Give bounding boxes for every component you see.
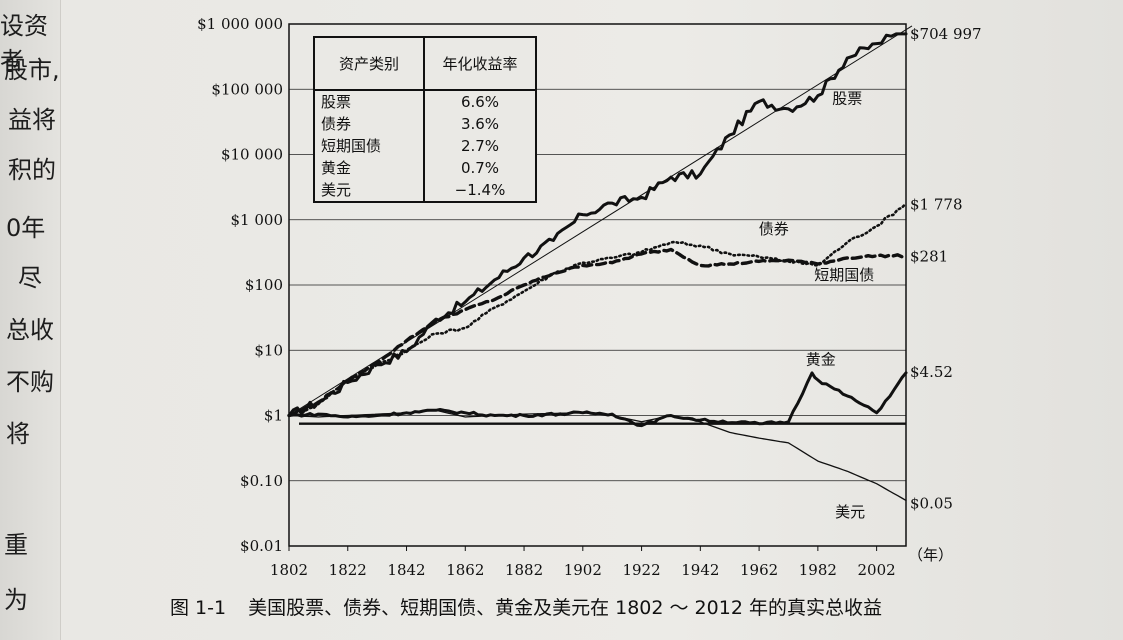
series-end-label: $281 — [910, 248, 948, 266]
edge-text-3: 益将 — [8, 106, 56, 134]
x-tick-label: 1802 — [270, 561, 308, 579]
figure-caption-text: 美国股票、债券、短期国债、黄金及美元在 1802 ～ 2012 年的真实总收益 — [248, 597, 882, 619]
y-tick-labels: $1 000 000 $100 000 $10 000 $1 000 $100 $10 $1… — [197, 15, 283, 555]
y-tick-label: $1 000 000 — [197, 15, 283, 33]
series-name-label: 债券 — [759, 220, 789, 238]
series-line-2 — [287, 247, 908, 418]
edge-text-6: 尽 — [18, 264, 42, 292]
table-cell-asset: 短期国债 — [314, 135, 425, 157]
series-line-0 — [287, 32, 908, 417]
table-row: 美元 −1.4% — [314, 179, 536, 202]
table-header-rate: 年化收益率 — [424, 37, 536, 91]
adjacent-page-edge: 设资者 股市, 益将 积的 0年 尽 总收 不购 将 重 为 — [0, 0, 61, 640]
y-tick-label: $10 000 — [221, 146, 283, 164]
series-end-label: $704 997 — [910, 25, 982, 43]
table-cell-asset: 债券 — [314, 113, 425, 135]
figure-number: 图 1-1 — [170, 597, 227, 619]
table-cell-rate: 3.6% — [460, 115, 500, 133]
edge-text-8: 不购 — [6, 368, 54, 396]
series-name-label: 黄金 — [806, 351, 836, 369]
x-tick-label: 1982 — [799, 561, 837, 579]
y-tick-label: $1 — [264, 407, 283, 425]
table-header-asset: 资产类别 — [314, 37, 425, 91]
y-tick-label: $0.01 — [240, 537, 283, 555]
x-tick-label: 1842 — [387, 561, 425, 579]
series-name-label: 短期国债 — [814, 266, 874, 284]
edge-text-1: 设资者 — [0, 12, 48, 75]
y-tick-label: $100 000 — [211, 80, 283, 98]
y-tick-label: $0.10 — [240, 472, 283, 490]
annual-return-table: 资产类别 年化收益率 股票 6.6% 债券 3.6% 短期国债 2.7% 黄金 … — [313, 36, 537, 203]
y-tick-label: $100 — [245, 276, 283, 294]
x-tick-labels: 1802 1822 1842 1862 1882 1902 1922 1942 1962 1982… — [270, 546, 953, 579]
edge-text-7: 总收 — [6, 316, 54, 344]
table-row: 短期国债 2.7% — [314, 135, 536, 157]
y-tick-label: $10 — [254, 341, 283, 359]
table-cell-rate: 6.6% — [460, 93, 500, 111]
x-tick-label: 1862 — [446, 561, 484, 579]
edge-text-9: 将 — [6, 420, 30, 448]
edge-text-11: 为 — [4, 586, 28, 614]
table-cell-asset: 美元 — [314, 179, 425, 202]
plot-frame — [288, 23, 907, 547]
table-row: 债券 3.6% — [314, 113, 536, 135]
series-layer — [287, 32, 908, 502]
series-end-labels: $704 997 $1 778 $281 $4.52 $0.05 — [910, 25, 982, 512]
series-name-label: 美元 — [835, 503, 865, 521]
edge-text-10: 重 — [4, 531, 28, 559]
x-tick-label: 1922 — [622, 561, 660, 579]
table-cell-rate: 2.7% — [460, 137, 500, 155]
edge-text-5: 0年 — [6, 214, 46, 242]
series-end-label: $4.52 — [910, 363, 953, 381]
table-row: 股票 6.6% — [314, 90, 536, 113]
series-line-4 — [288, 409, 907, 502]
table-cell-asset: 黄金 — [314, 157, 425, 179]
x-tick-label: 2002 — [858, 561, 896, 579]
x-tick-label: 1942 — [681, 561, 719, 579]
edge-text-4: 积的 — [8, 156, 56, 184]
series-name-label: 股票 — [832, 90, 862, 108]
table-row: 黄金 0.7% — [314, 157, 536, 179]
y-tick-label: $1 000 — [231, 211, 284, 229]
x-tick-label: 1902 — [564, 561, 602, 579]
series-line-1 — [287, 202, 908, 417]
table-cell-asset: 股票 — [314, 90, 425, 113]
figure-caption: 图 1-1 美国股票、债券、短期国债、黄金及美元在 1802 ～ 2012 年的真… — [170, 593, 882, 620]
edge-text-2: 股市, — [4, 56, 60, 84]
x-tick-label: 1822 — [329, 561, 367, 579]
x-unit-label: （年） — [908, 546, 953, 564]
x-tick-label: 1882 — [505, 561, 543, 579]
x-tick-label: 1962 — [740, 561, 778, 579]
series-end-label: $0.05 — [910, 494, 953, 512]
table-cell-rate: 0.7% — [460, 159, 500, 177]
series-end-label: $1 778 — [910, 195, 963, 213]
table-cell-rate: −1.4% — [454, 181, 506, 199]
series-line-3 — [287, 371, 908, 428]
